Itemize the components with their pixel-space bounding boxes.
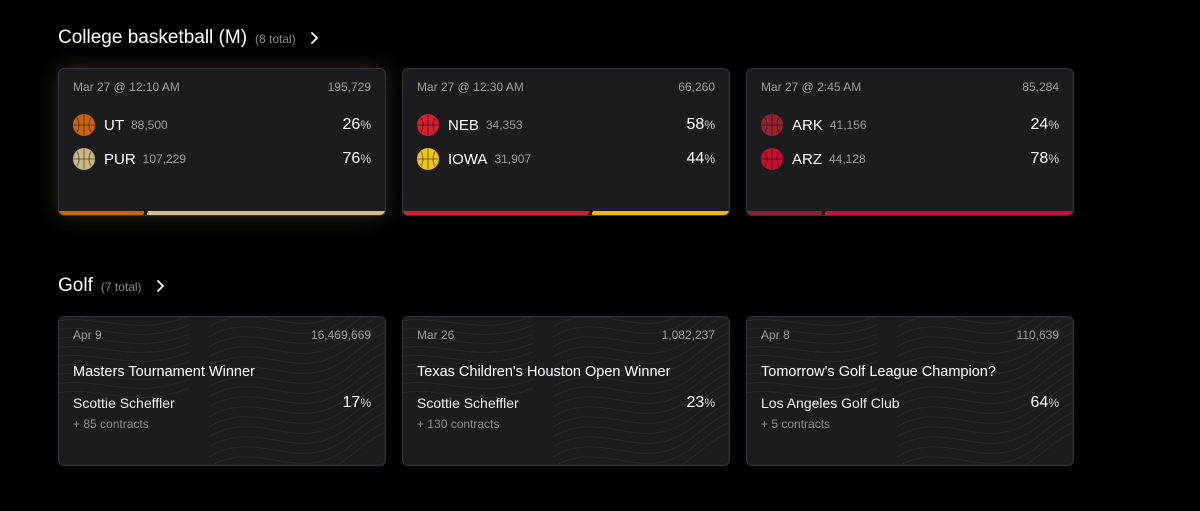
team-abbr: UT	[104, 116, 124, 134]
basketball-section-header[interactable]: College basketball (M) (8 total)	[58, 27, 319, 49]
section-count: (8 total)	[255, 32, 296, 46]
market-volume: 110,639	[1016, 328, 1060, 342]
chevron-right-icon[interactable]	[156, 279, 165, 292]
leader-row[interactable]: Scottie Scheffler 17%	[73, 394, 371, 412]
game-date: Mar 27 @ 12:10 AM	[73, 80, 180, 94]
team-percent: 26%	[342, 116, 371, 133]
team-volume: 34,353	[485, 118, 523, 132]
team-row[interactable]: IOWA 31,907 44%	[417, 147, 715, 171]
basketball-icon	[417, 114, 439, 136]
team-percent: 58%	[686, 116, 715, 133]
team-row[interactable]: PUR 107,229 76%	[73, 147, 371, 171]
team-row[interactable]: ARK 41,156 24%	[761, 113, 1059, 137]
leader-row[interactable]: Scottie Scheffler 23%	[417, 394, 715, 412]
market-title: Texas Children's Houston Open Winner	[417, 364, 671, 380]
odds-bar	[747, 211, 1073, 215]
market-card[interactable]: Mar 26 1,082,237 Texas Children's Housto…	[402, 316, 730, 466]
team-volume: 31,907	[494, 152, 532, 166]
basketball-icon	[761, 148, 783, 170]
golf-section-header[interactable]: Golf (7 total)	[58, 275, 165, 297]
leader-percent: 17%	[342, 394, 371, 411]
section-title: College basketball (M)	[58, 27, 248, 48]
team-abbr: NEB	[448, 116, 479, 134]
team-abbr: ARK	[792, 116, 823, 134]
team-row[interactable]: UT 88,500 26%	[73, 113, 371, 137]
market-volume: 1,082,237	[661, 328, 715, 342]
basketball-icon	[73, 148, 95, 170]
section-count: (7 total)	[100, 280, 142, 294]
section-title: Golf	[58, 275, 93, 296]
team-percent: 24%	[1030, 116, 1059, 133]
game-date: Mar 27 @ 12:30 AM	[417, 80, 524, 94]
team-abbr: PUR	[104, 150, 136, 168]
team-volume: 41,156	[829, 118, 867, 132]
leader-name: Los Angeles Golf Club	[761, 395, 900, 411]
basketball-icon	[417, 148, 439, 170]
team-volume: 44,128	[829, 152, 866, 166]
leader-name: Scottie Scheffler	[417, 395, 519, 411]
team-volume: 107,229	[142, 152, 187, 166]
basketball-section: College basketball (M) (8 total) Mar 27 …	[58, 27, 1074, 216]
leader-name: Scottie Scheffler	[73, 395, 175, 411]
wave-pattern	[59, 317, 385, 465]
game-card[interactable]: Mar 27 @ 12:10 AM 195,729 UT 88,500 26% …	[58, 68, 386, 216]
basketball-icon	[73, 114, 95, 136]
game-card[interactable]: Mar 27 @ 2:45 AM 85,284 ARK 41,156 24% A…	[746, 68, 1074, 216]
leader-percent: 23%	[686, 394, 715, 411]
game-volume: 195,729	[327, 80, 371, 94]
more-contracts: + 5 contracts	[761, 417, 831, 431]
team-row[interactable]: ARZ 44,128 78%	[761, 147, 1059, 171]
more-contracts: + 85 contracts	[73, 417, 149, 431]
odds-bar	[403, 211, 729, 215]
market-card[interactable]: Apr 8 110,639 Tomorrow's Golf League Cha…	[746, 316, 1074, 466]
more-contracts: + 130 contracts	[417, 417, 500, 431]
game-date: Mar 27 @ 2:45 AM	[761, 80, 862, 94]
basketball-icon	[761, 114, 783, 136]
market-card[interactable]: Apr 9 16,469,669 Masters Tournament Winn…	[58, 316, 386, 466]
wave-pattern	[747, 317, 1073, 465]
team-percent: 76%	[342, 150, 371, 167]
leader-percent: 64%	[1030, 394, 1059, 411]
team-percent: 78%	[1030, 150, 1059, 167]
odds-bar	[59, 211, 385, 215]
game-card[interactable]: Mar 27 @ 12:30 AM 66,260 NEB 34,353 58% …	[402, 68, 730, 216]
market-date: Mar 26	[417, 328, 455, 342]
wave-pattern	[403, 317, 729, 465]
game-volume: 66,260	[678, 80, 715, 94]
market-date: Apr 8	[761, 328, 790, 342]
golf-section: Golf (7 total) Apr 9 16,469,669 Masters …	[58, 275, 1074, 466]
chevron-right-icon[interactable]	[310, 31, 319, 44]
team-row[interactable]: NEB 34,353 58%	[417, 113, 715, 137]
team-percent: 44%	[686, 150, 715, 167]
leader-row[interactable]: Los Angeles Golf Club 64%	[761, 394, 1059, 412]
team-abbr: ARZ	[792, 150, 822, 168]
market-title: Masters Tournament Winner	[73, 364, 255, 380]
team-abbr: IOWA	[448, 150, 488, 168]
team-volume: 88,500	[131, 118, 168, 132]
market-title: Tomorrow's Golf League Champion?	[761, 364, 996, 380]
market-date: Apr 9	[73, 328, 102, 342]
market-volume: 16,469,669	[310, 328, 371, 342]
game-volume: 85,284	[1022, 80, 1059, 94]
